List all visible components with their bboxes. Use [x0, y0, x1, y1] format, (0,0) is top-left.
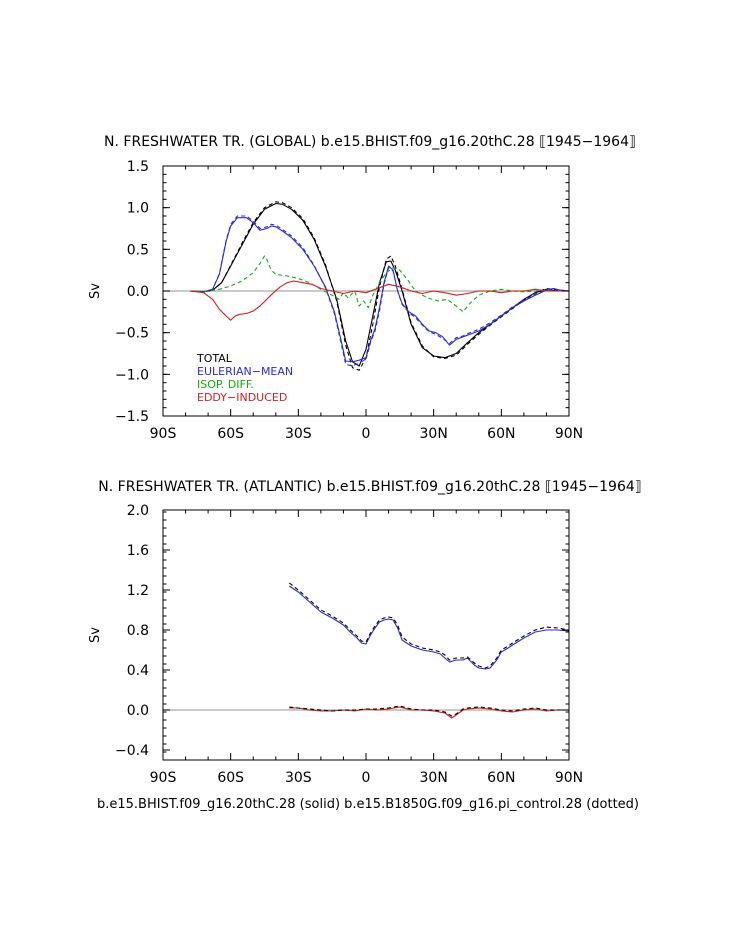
chart-1-xtick-label: 0 — [362, 770, 371, 786]
chart-1-series-eulerian-mean-control — [288, 582, 570, 669]
chart-1-title: N. FRESHWATER TR. (ATLANTIC) b.e15.BHIST… — [98, 479, 641, 495]
chart-1-ytick-label: 1.2 — [127, 583, 149, 599]
chart-0-xtick-label: 90N — [555, 426, 583, 442]
chart-0-xtick-label: 60S — [217, 426, 244, 442]
chart-1-series-eddy-induced — [289, 706, 569, 719]
chart-0-xtick-label: 30S — [285, 426, 312, 442]
chart-1-xtick-label: 60N — [487, 770, 515, 786]
chart-1-xtick-label: 30S — [285, 770, 312, 786]
chart-1-xtick-label: 30N — [420, 770, 448, 786]
chart-0-legend-item: EDDY−INDUCED — [197, 391, 287, 404]
chart-0-legend-item: ISOP. DIFF. — [197, 378, 254, 391]
chart-1-ytick-label: 1.6 — [127, 543, 149, 559]
chart-1-xtick-label: 90N — [555, 770, 583, 786]
chart-0-series-eddy-induced — [190, 280, 569, 321]
chart-0-ytick-label: −0.5 — [115, 326, 149, 342]
chart-0-xtick-label: 90S — [150, 426, 177, 442]
chart-1-series-eulerian-mean — [288, 585, 570, 670]
chart-0-series-isop-diff — [190, 255, 569, 313]
chart-0-xtick-label: 0 — [362, 426, 371, 442]
chart-1-ytick-label: 0.8 — [127, 623, 149, 639]
chart-1-xtick-label: 60S — [217, 770, 244, 786]
chart-0-series-eulerian-mean — [190, 217, 570, 363]
chart-0-legend-item: EULERIAN−MEAN — [197, 365, 293, 378]
chart-0-ytick-label: 1.0 — [127, 201, 149, 217]
chart-0-ytick-label: 0.0 — [127, 284, 149, 300]
chart-0-ytick-label: 0.5 — [127, 242, 149, 258]
chart-0-xtick-label: 60N — [487, 426, 515, 442]
chart-1-series-eddy-induced-control — [289, 705, 569, 717]
chart-0-series-total-control — [190, 201, 570, 371]
chart-1-ytick-label: 0.0 — [127, 703, 149, 719]
chart-1-ytick-label: 0.4 — [127, 663, 149, 679]
chart-0-legend-item: TOTAL — [196, 352, 233, 365]
chart-0-ytick-label: −1.5 — [115, 409, 149, 425]
chart-1-ytick-label: 2.0 — [127, 503, 149, 519]
chart-0-ytick-label: 1.5 — [127, 159, 149, 175]
chart-1-xtick-label: 90S — [150, 770, 177, 786]
chart-1-ylabel: Sv — [88, 627, 103, 643]
chart-0-xtick-label: 30N — [420, 426, 448, 442]
chart-0-title: N. FRESHWATER TR. (GLOBAL) b.e15.BHIST.f… — [104, 134, 636, 150]
chart-1-ytick-label: −0.4 — [115, 743, 149, 759]
chart-1-xlabel: b.e15.BHIST.f09_g16.20thC.28 (solid) b.e… — [97, 797, 639, 812]
chart-0-ylabel: Sv — [88, 283, 103, 299]
chart-0-ytick-label: −1.0 — [115, 367, 149, 383]
